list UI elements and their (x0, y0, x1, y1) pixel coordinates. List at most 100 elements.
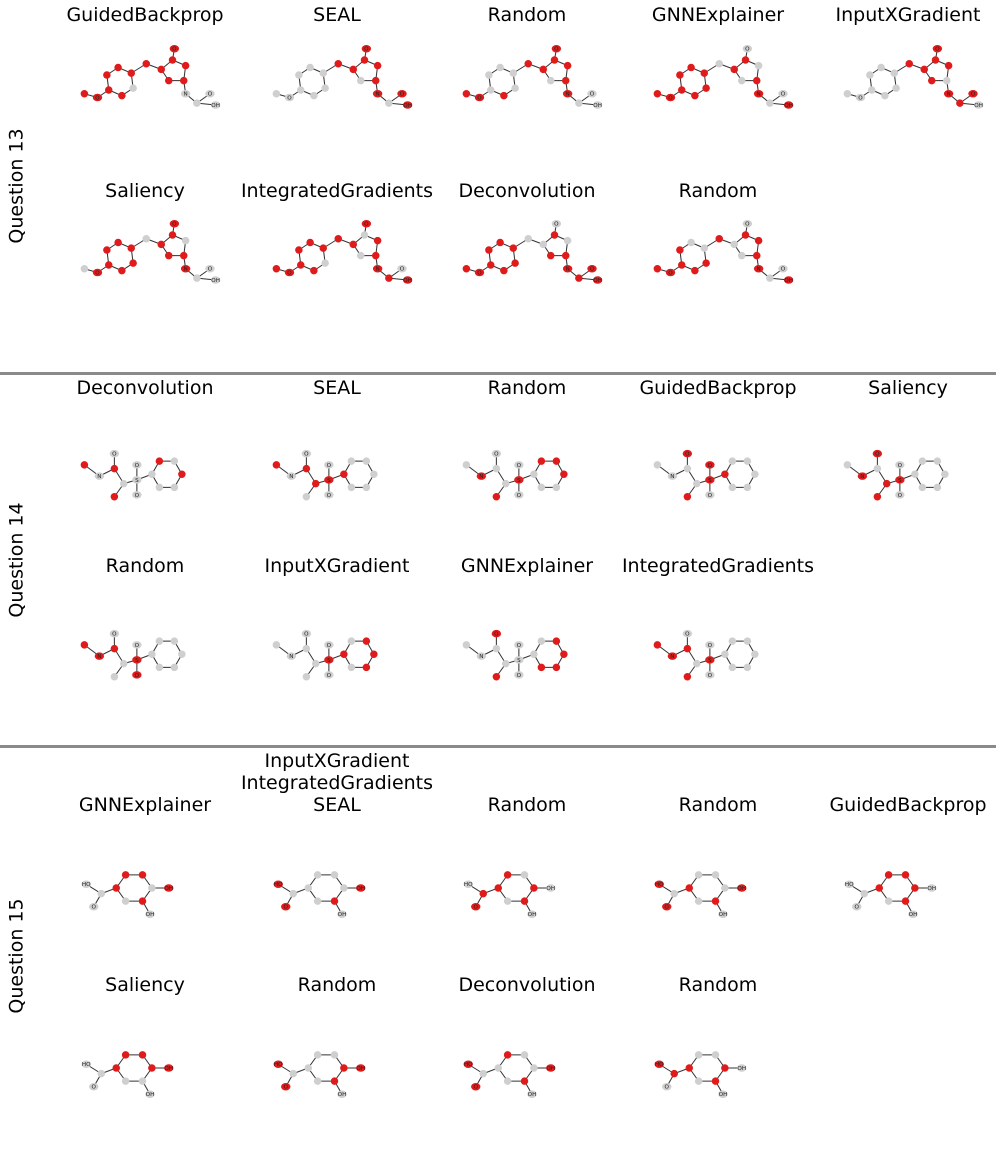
atom-highlighted (370, 650, 378, 658)
atom (193, 99, 201, 107)
atom (155, 637, 164, 645)
atom (145, 1090, 155, 1098)
atom-label: N (97, 654, 101, 660)
atom-label: O (668, 270, 673, 276)
atom-highlighted (272, 461, 281, 469)
atom-label: OH (164, 1066, 173, 1072)
atom-highlighted (547, 251, 555, 260)
atom-highlighted (349, 240, 357, 249)
atom (205, 265, 215, 273)
atom-highlighted (653, 641, 662, 649)
atom-highlighted (114, 63, 122, 72)
atom-label: OH (211, 278, 220, 284)
atom-label: N (757, 267, 761, 273)
atom-label: S (135, 658, 139, 664)
atom-highlighted (80, 90, 89, 98)
atom (193, 274, 201, 282)
atom (148, 470, 156, 478)
atom-highlighted (132, 656, 142, 664)
atom (943, 76, 951, 85)
method-title: InputXGradient (237, 555, 437, 577)
atom (933, 457, 942, 465)
atom-label: OH (356, 1066, 365, 1072)
atom (693, 659, 701, 668)
atom-highlighted (340, 650, 348, 658)
atom-label: O (875, 452, 880, 458)
atom-highlighted (178, 470, 186, 478)
atom-label: O (685, 632, 690, 638)
atom-highlighted (520, 1077, 529, 1085)
atom (337, 910, 347, 918)
atom-highlighted (112, 1064, 120, 1072)
atom-highlighted (105, 261, 113, 269)
atom (301, 629, 312, 638)
atom (511, 84, 519, 92)
atom-highlighted (132, 671, 142, 679)
method-title: Random (427, 794, 627, 816)
method-name: IntegratedGradients (240, 180, 434, 202)
atom-label: S (327, 658, 331, 664)
method-title: Saliency (45, 974, 245, 996)
atom (121, 897, 130, 905)
atom-highlighted (715, 235, 723, 243)
atom-label: O (135, 493, 140, 499)
atom-highlighted (496, 238, 504, 247)
atom-label: OH (528, 1092, 537, 1098)
molecule-graph: N O S O O (80, 449, 186, 501)
atom-label: O (685, 452, 690, 458)
atom-label: O (494, 632, 499, 638)
atom-highlighted (711, 1077, 720, 1085)
atom (844, 880, 854, 888)
atom-label: N (184, 92, 188, 98)
atom-highlighted (857, 472, 868, 480)
atom-highlighted (372, 76, 380, 85)
method-name: Saliency (105, 974, 185, 996)
atom (778, 265, 788, 273)
atom-label: S (517, 478, 521, 484)
atom-highlighted (530, 884, 538, 892)
atom-highlighted (562, 265, 573, 273)
atom (908, 910, 918, 918)
atom (210, 276, 221, 284)
atom-highlighted (552, 637, 561, 645)
atom-highlighted (754, 236, 763, 245)
atom (324, 641, 334, 649)
atom (751, 470, 759, 478)
molecule-graph: HO O OH OH (81, 1051, 174, 1098)
atom-highlighted (520, 897, 529, 905)
atom (728, 663, 737, 672)
atom-highlighted (319, 244, 327, 252)
atom (362, 457, 371, 465)
atom (485, 71, 493, 79)
atom-highlighted (110, 464, 119, 473)
atom (973, 101, 984, 109)
method-title: SEAL (237, 377, 437, 399)
atom-label: O (781, 92, 786, 98)
atom-highlighted (524, 60, 532, 68)
atom-highlighted (683, 673, 692, 681)
atom (728, 457, 737, 465)
atom (132, 476, 142, 484)
atom-label: O (172, 47, 177, 53)
atom-highlighted (397, 90, 407, 98)
atom (667, 472, 678, 480)
method-title: Deconvolution (45, 377, 245, 399)
atom-label: N (376, 92, 380, 98)
atom (514, 656, 524, 664)
atom-highlighted (685, 1064, 693, 1072)
method-name: SEAL (313, 4, 361, 26)
method-name: IntegratedGradients (621, 555, 815, 577)
atom-highlighted (654, 880, 664, 888)
atom-highlighted (550, 56, 559, 64)
atom (866, 71, 874, 79)
atom-highlighted (129, 259, 137, 267)
atom-label: HO (655, 882, 664, 888)
atom-label: N (757, 92, 761, 98)
atom-label: O (208, 92, 213, 98)
atom-label: OH (211, 103, 220, 109)
atom-label: O (95, 270, 100, 276)
atom-label: O (287, 270, 292, 276)
atom-highlighted (678, 86, 686, 94)
atom (97, 1069, 105, 1078)
atom-highlighted (306, 238, 314, 247)
